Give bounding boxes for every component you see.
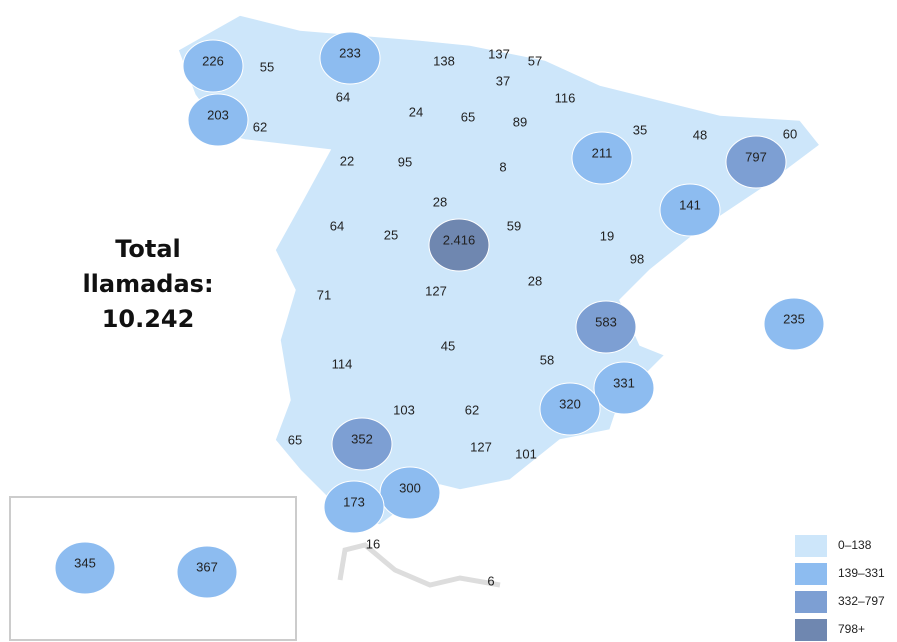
- region: [182, 39, 244, 93]
- region-label: 114: [332, 356, 353, 371]
- legend-swatch: [795, 591, 827, 613]
- region-label: 345: [74, 555, 96, 570]
- region-label: 71: [317, 287, 331, 302]
- region-label: 98: [630, 251, 644, 266]
- region: [763, 297, 825, 351]
- region: [571, 131, 633, 185]
- region: [319, 31, 381, 85]
- region-label: 64: [336, 89, 350, 104]
- region-label: 2.416: [443, 232, 476, 247]
- region-label: 48: [693, 127, 707, 142]
- region-label: 64: [330, 218, 344, 233]
- region-label: 203: [207, 107, 229, 122]
- region: [187, 93, 249, 147]
- region-label: 62: [253, 119, 267, 134]
- region-label: 127: [470, 439, 492, 454]
- spain-outline: [177, 14, 822, 526]
- region-label: 55: [260, 59, 274, 74]
- ceuta-melilla: [337, 542, 501, 588]
- region-label: 138: [433, 53, 455, 68]
- region: [593, 361, 655, 415]
- legend-label: 139–331: [838, 566, 885, 580]
- region-label: 65: [288, 432, 302, 447]
- region-label: 233: [339, 45, 361, 60]
- region-label: 141: [679, 197, 701, 212]
- region-label: 352: [351, 431, 373, 446]
- region: [176, 545, 238, 599]
- region-label: 25: [384, 227, 398, 242]
- region-label: 226: [202, 53, 224, 68]
- region-label: 367: [196, 559, 218, 574]
- region: [575, 300, 637, 354]
- region-label: 59: [507, 218, 521, 233]
- region-label: 60: [783, 126, 797, 141]
- region: [379, 466, 441, 520]
- region-label: 300: [399, 480, 421, 495]
- region-label: 137: [488, 46, 510, 61]
- region: [659, 183, 721, 237]
- region-label: 24: [409, 104, 423, 119]
- region-label: 8: [499, 159, 506, 174]
- region-label: 331: [613, 375, 635, 390]
- title-line: 10.242: [102, 305, 195, 333]
- region-label: 6: [487, 573, 494, 588]
- title-line: llamadas:: [82, 270, 213, 298]
- legend-swatch: [795, 535, 827, 557]
- region-label: 101: [515, 446, 537, 461]
- legend-label: 798+: [838, 622, 865, 636]
- region: [725, 135, 787, 189]
- region-label: 211: [592, 145, 613, 160]
- region-label: 35: [633, 122, 647, 137]
- region-label: 57: [528, 53, 542, 68]
- region-label: 45: [441, 338, 455, 353]
- region-label: 22: [340, 153, 354, 168]
- region-label: 173: [343, 494, 365, 509]
- region-label: 28: [528, 273, 542, 288]
- legend-swatch: [795, 563, 827, 585]
- region-label: 89: [513, 114, 527, 129]
- legend-swatch: [795, 619, 827, 641]
- region-label: 797: [745, 149, 767, 164]
- legend-label: 332–797: [838, 594, 885, 608]
- region: [323, 480, 385, 534]
- canary-box: [9, 496, 297, 641]
- region: [428, 218, 490, 272]
- region: [331, 417, 393, 471]
- region-label: 28: [433, 194, 447, 209]
- region-label: 235: [783, 311, 805, 326]
- legend-label: 0–138: [838, 538, 872, 552]
- region: [54, 541, 116, 595]
- title-line: Total: [115, 235, 181, 263]
- region-label: 103: [393, 402, 415, 417]
- region-label: 62: [465, 402, 479, 417]
- region-label: 583: [595, 314, 617, 329]
- region-label: 37: [496, 73, 510, 88]
- region: [539, 382, 601, 436]
- region-label: 65: [461, 109, 475, 124]
- region-label: 116: [555, 90, 576, 105]
- region-label: 58: [540, 352, 554, 367]
- region-label: 16: [366, 536, 380, 551]
- region-label: 19: [600, 228, 614, 243]
- region-label: 95: [398, 154, 412, 169]
- region-label: 320: [559, 396, 581, 411]
- region-label: 127: [425, 283, 447, 298]
